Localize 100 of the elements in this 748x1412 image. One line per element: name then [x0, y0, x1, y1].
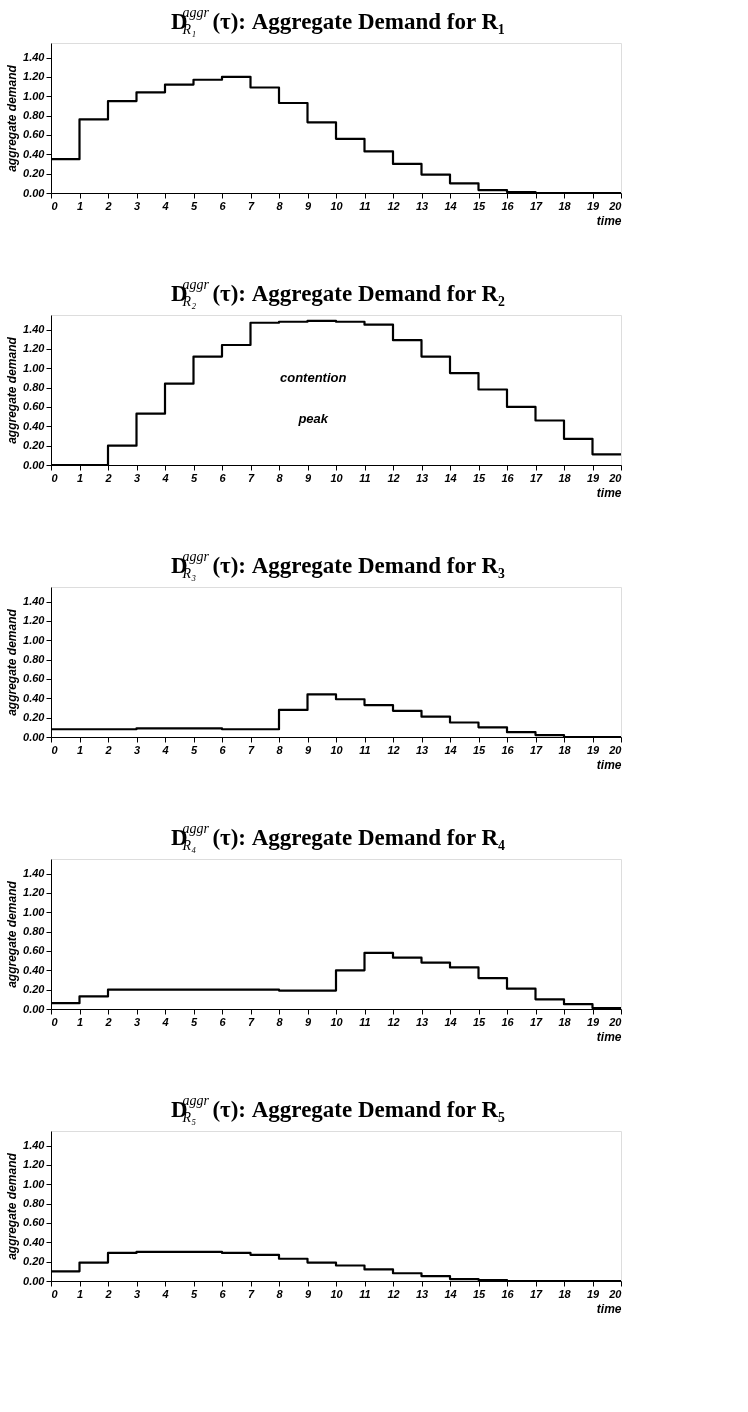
x-tick-label: 10	[330, 1287, 344, 1300]
x-tick-label: 16	[501, 1287, 515, 1300]
y-tick-label: 0.00	[23, 1002, 46, 1015]
x-tick-label: 4	[161, 1015, 169, 1028]
x-tick-label: 2	[104, 199, 112, 212]
x-tick-label: 6	[219, 1287, 227, 1300]
y-tick-label: 1.40	[23, 1139, 46, 1152]
y-axis-title: aggregate demand	[5, 336, 20, 444]
x-tick-label: 9	[304, 471, 312, 484]
x-tick-label: 0	[51, 1015, 59, 1028]
x-tick-label: 20	[608, 743, 623, 756]
y-axis-title: aggregate demand	[5, 880, 20, 988]
x-axis-title: time	[596, 485, 622, 500]
x-tick-label: 1	[76, 743, 84, 756]
y-tick-label: 0.60	[23, 672, 46, 685]
x-tick-label: 17	[529, 743, 543, 756]
x-tick-label: 15	[472, 199, 486, 212]
y-tick-label: 0.80	[23, 381, 46, 394]
x-tick-label: 6	[219, 199, 227, 212]
x-tick-label: 8	[276, 743, 284, 756]
x-tick-label: 2	[104, 471, 112, 484]
x-tick-label: 14	[444, 743, 457, 756]
x-tick-label: 1	[76, 1287, 84, 1300]
x-tick-label: 10	[330, 471, 344, 484]
x-tick-label: 15	[472, 743, 486, 756]
x-tick-label: 2	[104, 743, 112, 756]
x-tick-label: 4	[161, 199, 169, 212]
y-tick-label: 0.40	[23, 147, 46, 160]
x-tick-label: 20	[608, 1015, 623, 1028]
y-tick-label: 1.40	[23, 867, 46, 880]
x-tick-label: 2	[104, 1287, 112, 1300]
y-tick-label: 1.20	[23, 70, 46, 83]
x-tick-label: 13	[415, 199, 429, 212]
x-tick-label: 6	[219, 743, 227, 756]
y-tick-label: 0.20	[23, 1255, 46, 1268]
y-tick-label: 1.00	[23, 89, 46, 102]
y-tick-label: 0.20	[23, 167, 46, 180]
x-tick-label: 12	[387, 471, 400, 484]
y-tick-label: 0.20	[23, 439, 46, 452]
y-tick-label: 1.20	[23, 1158, 46, 1171]
x-tick-label: 9	[304, 1015, 312, 1028]
x-tick-label: 2	[104, 1015, 112, 1028]
x-tick-label: 15	[472, 471, 486, 484]
x-tick-label: 15	[472, 1015, 486, 1028]
x-tick-label: 5	[190, 1287, 198, 1300]
y-tick-label: 0.00	[23, 458, 46, 471]
x-tick-label: 11	[359, 471, 371, 484]
y-tick-label: 0.40	[23, 963, 46, 976]
x-tick-label: 3	[133, 743, 141, 756]
x-tick-label: 7	[247, 743, 255, 756]
x-tick-label: 13	[415, 471, 429, 484]
x-tick-label: 17	[529, 1015, 543, 1028]
x-tick-label: 20	[608, 471, 623, 484]
y-tick-label: 0.20	[23, 711, 46, 724]
y-axis-title: aggregate demand	[5, 1152, 20, 1260]
y-tick-label: 0.60	[23, 1216, 46, 1229]
x-tick-label: 14	[444, 1015, 457, 1028]
x-tick-label: 15	[472, 1287, 486, 1300]
x-tick-label: 18	[558, 1015, 572, 1028]
x-tick-label: 4	[161, 1287, 169, 1300]
x-tick-label: 0	[51, 199, 59, 212]
x-tick-label: 6	[219, 1015, 227, 1028]
x-tick-label: 16	[501, 743, 515, 756]
x-tick-label: 1	[76, 471, 84, 484]
y-tick-label: 0.00	[23, 1274, 46, 1287]
x-tick-label: 1	[76, 1015, 84, 1028]
x-tick-label: 14	[444, 471, 457, 484]
x-tick-label: 12	[387, 1287, 400, 1300]
annotation: peak	[297, 410, 329, 426]
x-axis-title: time	[596, 1029, 622, 1044]
x-tick-label: 16	[501, 471, 515, 484]
y-tick-label: 1.40	[23, 51, 46, 64]
x-tick-label: 20	[608, 1287, 623, 1300]
x-tick-label: 19	[586, 199, 600, 212]
x-tick-label: 12	[387, 199, 400, 212]
x-tick-label: 3	[133, 471, 141, 484]
x-tick-label: 1	[76, 199, 84, 212]
x-tick-label: 13	[415, 1015, 429, 1028]
x-tick-label: 9	[304, 743, 312, 756]
x-tick-label: 18	[558, 199, 572, 212]
y-tick-label: 1.40	[23, 595, 46, 608]
x-tick-label: 9	[304, 199, 312, 212]
x-tick-label: 11	[359, 1287, 371, 1300]
x-tick-label: 10	[330, 199, 344, 212]
annotation: contention	[279, 370, 347, 385]
x-tick-label: 16	[501, 1015, 515, 1028]
y-axis-title: aggregate demand	[5, 608, 20, 716]
x-tick-label: 7	[247, 1015, 255, 1028]
x-tick-label: 19	[586, 471, 600, 484]
x-tick-label: 0	[51, 743, 59, 756]
y-tick-label: 1.40	[23, 323, 46, 336]
x-tick-label: 5	[190, 743, 198, 756]
x-tick-label: 5	[190, 199, 198, 212]
x-tick-label: 14	[444, 1287, 457, 1300]
x-axis-title: time	[596, 757, 622, 772]
y-tick-label: 0.00	[23, 730, 46, 743]
y-tick-label: 1.20	[23, 614, 46, 627]
x-tick-label: 12	[387, 743, 400, 756]
x-axis-title: time	[596, 1301, 622, 1316]
y-tick-label: 0.40	[23, 691, 46, 704]
